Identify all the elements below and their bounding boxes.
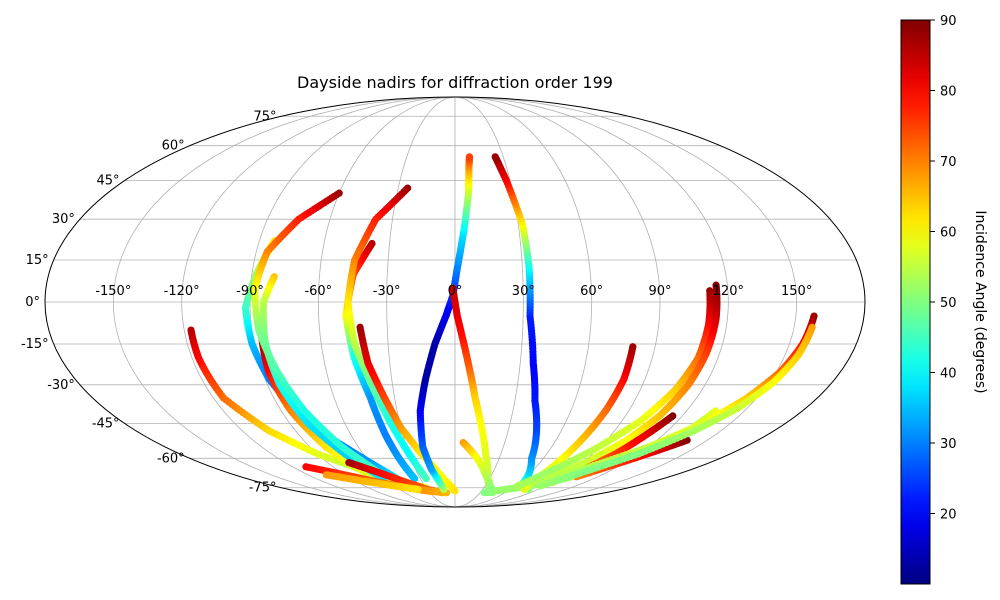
meridian-gridline	[112, 97, 456, 507]
data-point	[513, 482, 521, 490]
data-point	[465, 153, 474, 161]
data-point	[410, 475, 419, 483]
data-point	[414, 485, 422, 494]
latitude-tick-label: 75°	[253, 109, 276, 124]
longitude-tick-label: -120°	[164, 284, 200, 299]
data-point	[491, 153, 499, 161]
colorbar-tick-label: 30	[940, 437, 957, 452]
meridian-gridline	[454, 97, 798, 507]
colorbar-tick-label: 70	[940, 155, 957, 170]
longitude-tick-label: 150°	[781, 284, 812, 299]
latitude-tick-label: -30°	[47, 378, 75, 393]
latitude-tick-label: 15°	[26, 253, 49, 268]
chart-title: Dayside nadirs for diffraction order 199	[297, 73, 613, 92]
latitude-tick-label: 30°	[52, 212, 75, 227]
latitude-tick-label: -60°	[157, 451, 185, 466]
colorbar-tick-label: 20	[940, 508, 957, 523]
colorbar-tick-label: 50	[940, 296, 957, 311]
colorbar-label: Incidence Angle (degrees)	[972, 210, 988, 393]
longitude-tick-label: 0°	[448, 284, 463, 299]
data-point	[536, 482, 544, 490]
latitude-tick-label: -75°	[249, 481, 277, 496]
longitude-tick-label: 120°	[713, 284, 744, 299]
data-point	[422, 475, 430, 483]
latitude-tick-label: 0°	[25, 295, 40, 310]
latitude-tick-label: 60°	[162, 139, 185, 154]
colorbar-tick-label: 60	[940, 226, 957, 241]
longitude-tick-labels: -150° -120° -90° -60° -30° 0° 30° 60° 90° 120° 150…	[95, 284, 812, 299]
colorbar-ticks: 20 30 40 50 60 70 80 90	[930, 14, 957, 523]
meridian-gridline	[181, 97, 456, 507]
colorbar-tick-label: 40	[940, 367, 957, 382]
latitude-tick-label: -45°	[92, 416, 120, 431]
colorbar-tick-label: 80	[940, 85, 957, 100]
longitude-tick-label: 30°	[512, 284, 535, 299]
colorbar-gradient	[900, 19, 931, 585]
colorbar: 20 30 40 50 60 70 80 90 Incidence Angle (degree…	[900, 14, 988, 585]
longitude-tick-label: -60°	[304, 284, 332, 299]
meridian-gridline	[454, 97, 593, 507]
data-points	[187, 153, 818, 497]
longitude-tick-label: 60°	[580, 284, 603, 299]
longitude-tick-label: 90°	[648, 284, 671, 299]
meridian-gridline	[454, 97, 524, 507]
data-point	[451, 487, 459, 495]
colorbar-tick-label: 90	[940, 14, 957, 29]
longitude-tick-label: -30°	[373, 284, 401, 299]
latitude-tick-label: -15°	[21, 337, 49, 352]
latitude-tick-label: 45°	[97, 174, 120, 189]
longitude-tick-label: -150°	[95, 284, 131, 299]
longitude-tick-label: -90°	[236, 284, 264, 299]
